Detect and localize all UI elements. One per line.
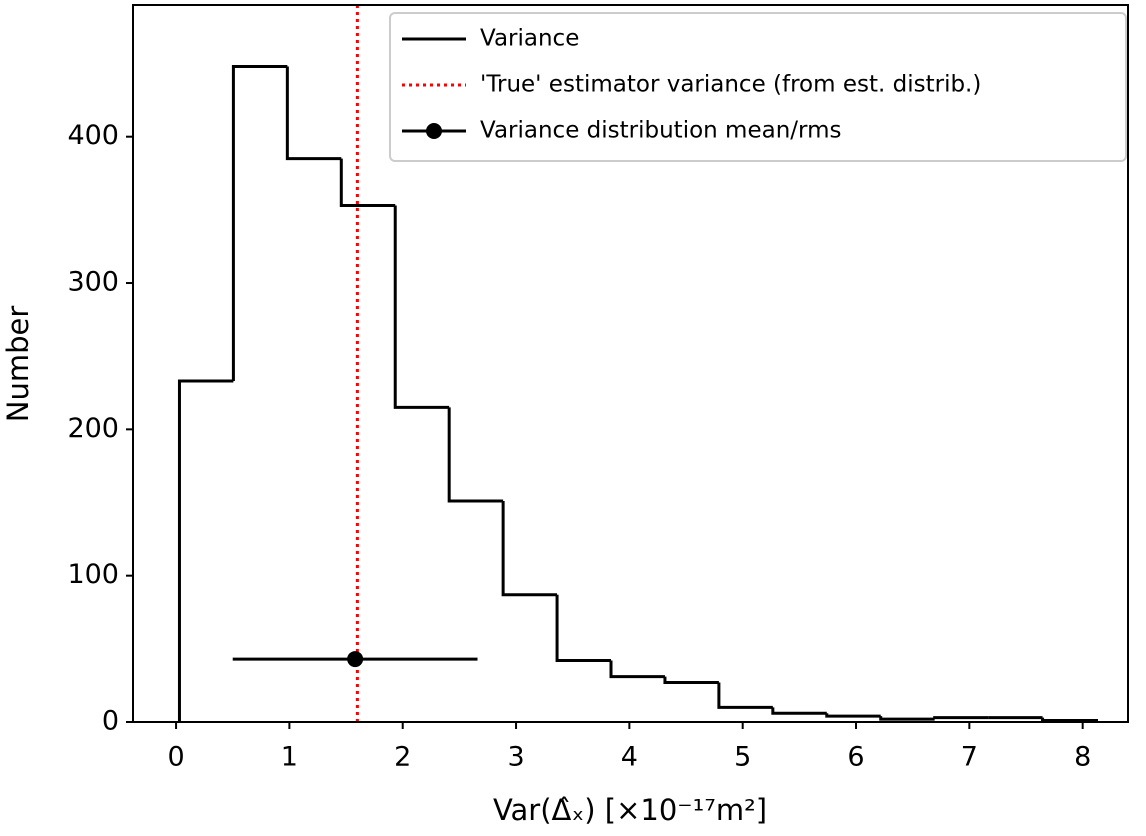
y-tick-label: 400	[67, 120, 119, 151]
histogram-step	[933, 716, 989, 720]
y-tick-label: 0	[102, 706, 119, 737]
histogram-step	[609, 660, 665, 679]
x-tick-label: 2	[394, 742, 411, 773]
histogram-step	[231, 64, 288, 382]
legend-label: 'True' estimator variance (from est. dis…	[480, 72, 981, 98]
y-axis-label: Number	[1, 306, 35, 423]
x-tick-label: 1	[281, 742, 298, 773]
legend-label: Variance distribution mean/rms	[480, 118, 841, 144]
histogram-step	[879, 716, 935, 721]
x-tick-label: 6	[847, 742, 864, 773]
histogram-step	[771, 707, 827, 715]
mean-point	[347, 651, 364, 668]
plot-frame	[132, 4, 1129, 723]
histogram-step	[285, 66, 342, 161]
histogram-step	[393, 205, 450, 409]
histogram-step	[825, 713, 881, 718]
histogram-step	[555, 594, 612, 663]
y-tick-label: 300	[67, 267, 119, 298]
x-tick-label: 0	[167, 742, 184, 773]
legend-box	[389, 12, 1127, 162]
y-tick-label: 200	[67, 413, 119, 444]
x-tick-label: 3	[507, 742, 524, 773]
histogram-step	[717, 682, 773, 709]
x-tick-label: 4	[621, 742, 638, 773]
y-tick-label: 100	[67, 559, 119, 590]
histogram-step	[339, 158, 396, 207]
histogram-step	[177, 379, 234, 722]
x-tick-label: 7	[961, 742, 978, 773]
legend-marker	[426, 123, 442, 139]
histogram-step	[447, 407, 504, 503]
x-tick-label: 8	[1074, 742, 1091, 773]
histogram-step	[663, 676, 719, 684]
x-tick-label: 5	[734, 742, 751, 773]
legend-label: Variance	[480, 26, 579, 52]
x-axis-label: Var(Δ̂ₓ) [×10⁻¹⁷m²]	[493, 793, 767, 827]
histogram-step	[501, 501, 558, 597]
